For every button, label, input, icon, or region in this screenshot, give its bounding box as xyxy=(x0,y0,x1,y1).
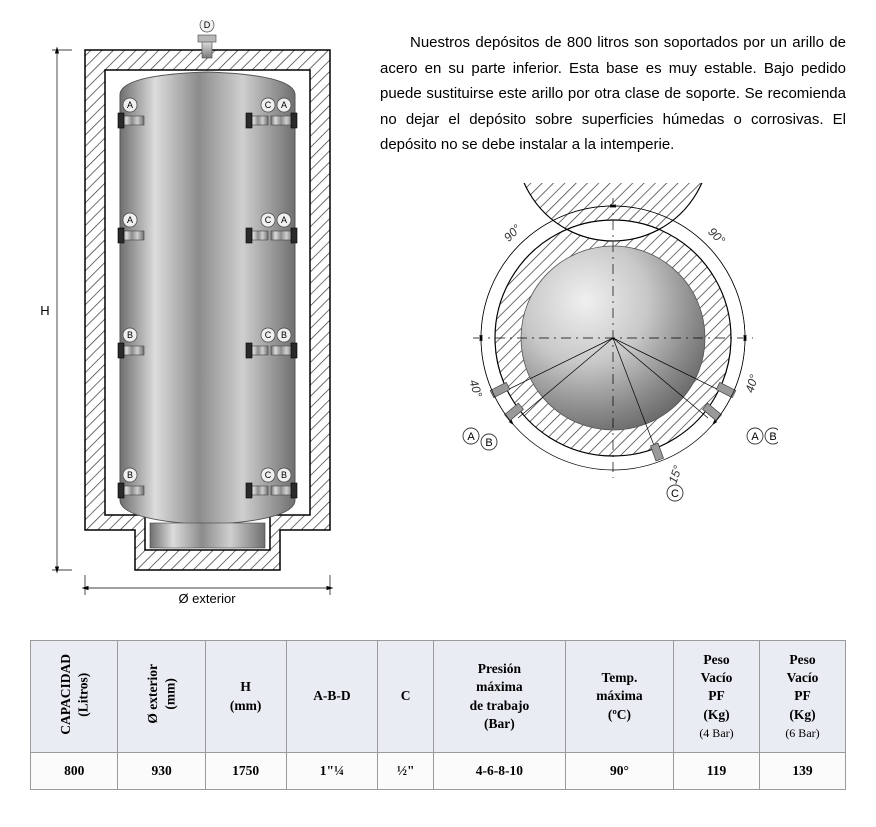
cell-0-0: 800 xyxy=(31,753,118,790)
top-diagram: 90° 90° 40° 40° 15° A B A B C xyxy=(380,183,846,503)
col-header-1: Ø exterior(mm) xyxy=(118,641,205,753)
col-header-3: A-B-D xyxy=(286,641,378,753)
table-header: CAPACIDAD(Litros)Ø exterior(mm)H(mm)A-B-… xyxy=(31,641,846,753)
svg-text:C: C xyxy=(265,330,272,340)
col-header-2: H(mm) xyxy=(205,641,286,753)
cell-0-8: 139 xyxy=(759,753,845,790)
svg-text:A: A xyxy=(281,215,287,225)
svg-text:A: A xyxy=(281,100,287,110)
cell-0-5: 4-6-8-10 xyxy=(433,753,565,790)
svg-text:40°: 40° xyxy=(742,372,761,394)
cell-0-2: 1750 xyxy=(205,753,286,790)
col-header-6: Temp.máxima(ºC) xyxy=(565,641,673,753)
svg-text:D: D xyxy=(204,20,211,30)
svg-text:B: B xyxy=(127,470,133,480)
svg-text:B: B xyxy=(769,431,776,443)
svg-text:Ø exterior: Ø exterior xyxy=(178,591,236,606)
col-header-4: C xyxy=(378,641,434,753)
svg-text:A: A xyxy=(751,431,759,443)
svg-text:40°: 40° xyxy=(466,377,485,399)
svg-text:15°: 15° xyxy=(666,463,685,485)
table-row: 80093017501"¼½"4-6-8-1090°119139 xyxy=(31,753,846,790)
svg-text:B: B xyxy=(281,330,287,340)
svg-text:90°: 90° xyxy=(501,221,524,244)
svg-text:C: C xyxy=(671,488,679,500)
spec-table: CAPACIDAD(Litros)Ø exterior(mm)H(mm)A-B-… xyxy=(30,640,846,790)
top-row: H D A A B xyxy=(30,20,846,610)
cell-0-1: 930 xyxy=(118,753,205,790)
svg-text:C: C xyxy=(265,215,272,225)
side-diagram: H D A A B xyxy=(30,20,340,610)
col-header-8: PesoVacíoPF(Kg)(6 Bar) xyxy=(759,641,845,753)
cell-0-3: 1"¼ xyxy=(286,753,378,790)
svg-text:B: B xyxy=(281,470,287,480)
svg-text:B: B xyxy=(127,330,133,340)
col-header-0: CAPACIDAD(Litros) xyxy=(31,641,118,753)
cell-0-7: 119 xyxy=(673,753,759,790)
table-body: 80093017501"¼½"4-6-8-1090°119139 xyxy=(31,753,846,790)
svg-text:B: B xyxy=(485,437,492,449)
col-header-5: Presiónmáximade trabajo(Bar) xyxy=(433,641,565,753)
svg-text:C: C xyxy=(265,100,272,110)
svg-text:90°: 90° xyxy=(705,224,728,247)
svg-text:A: A xyxy=(467,431,475,443)
svg-text:C: C xyxy=(265,470,272,480)
col-header-7: PesoVacíoPF(Kg)(4 Bar) xyxy=(673,641,759,753)
description-text: Nuestros depósitos de 800 litros son sop… xyxy=(380,30,846,158)
svg-text:A: A xyxy=(127,100,133,110)
svg-text:H: H xyxy=(40,303,49,318)
cell-0-4: ½" xyxy=(378,753,434,790)
cell-0-6: 90° xyxy=(565,753,673,790)
svg-text:A: A xyxy=(127,215,133,225)
